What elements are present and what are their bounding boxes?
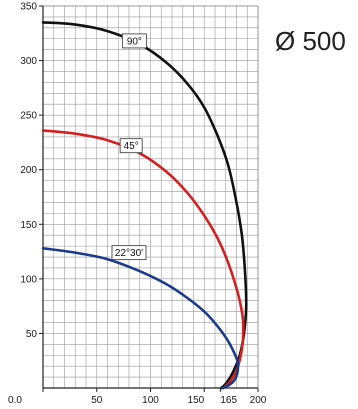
x-tick-label: 100: [142, 395, 159, 406]
y-tick-label: 50: [26, 329, 38, 340]
series-label-box: [121, 33, 147, 49]
y-tick-label: 200: [20, 165, 37, 176]
x-tick-label: 0.0: [8, 395, 22, 406]
grid: [42, 5, 259, 389]
series-label-box: [119, 138, 143, 154]
tick-labels: 50 100 150 200 250 300 350 0.0 50 100 150 165 200: [8, 2, 267, 407]
x-tick-label: 150: [188, 395, 205, 406]
diameter-title: Ø 500: [275, 26, 346, 56]
y-tick-label: 150: [20, 220, 37, 231]
series-line-2230: [41, 247, 240, 390]
y-tick-label: 100: [20, 274, 37, 285]
series-label: 22°30': [115, 248, 143, 259]
x-tick-label: 165: [220, 395, 237, 406]
series-labels: 90° 45° 22°30': [111, 33, 147, 261]
y-tick-label: 300: [20, 56, 37, 67]
y-tick-label: 250: [20, 111, 37, 122]
series-label: 90°: [127, 36, 142, 47]
y-tick-label: 350: [20, 2, 37, 13]
series-label-box: [111, 245, 147, 261]
x-tick-label: 50: [91, 395, 103, 406]
x-tick-label: 200: [250, 395, 267, 406]
series-label: 45°: [124, 141, 139, 152]
